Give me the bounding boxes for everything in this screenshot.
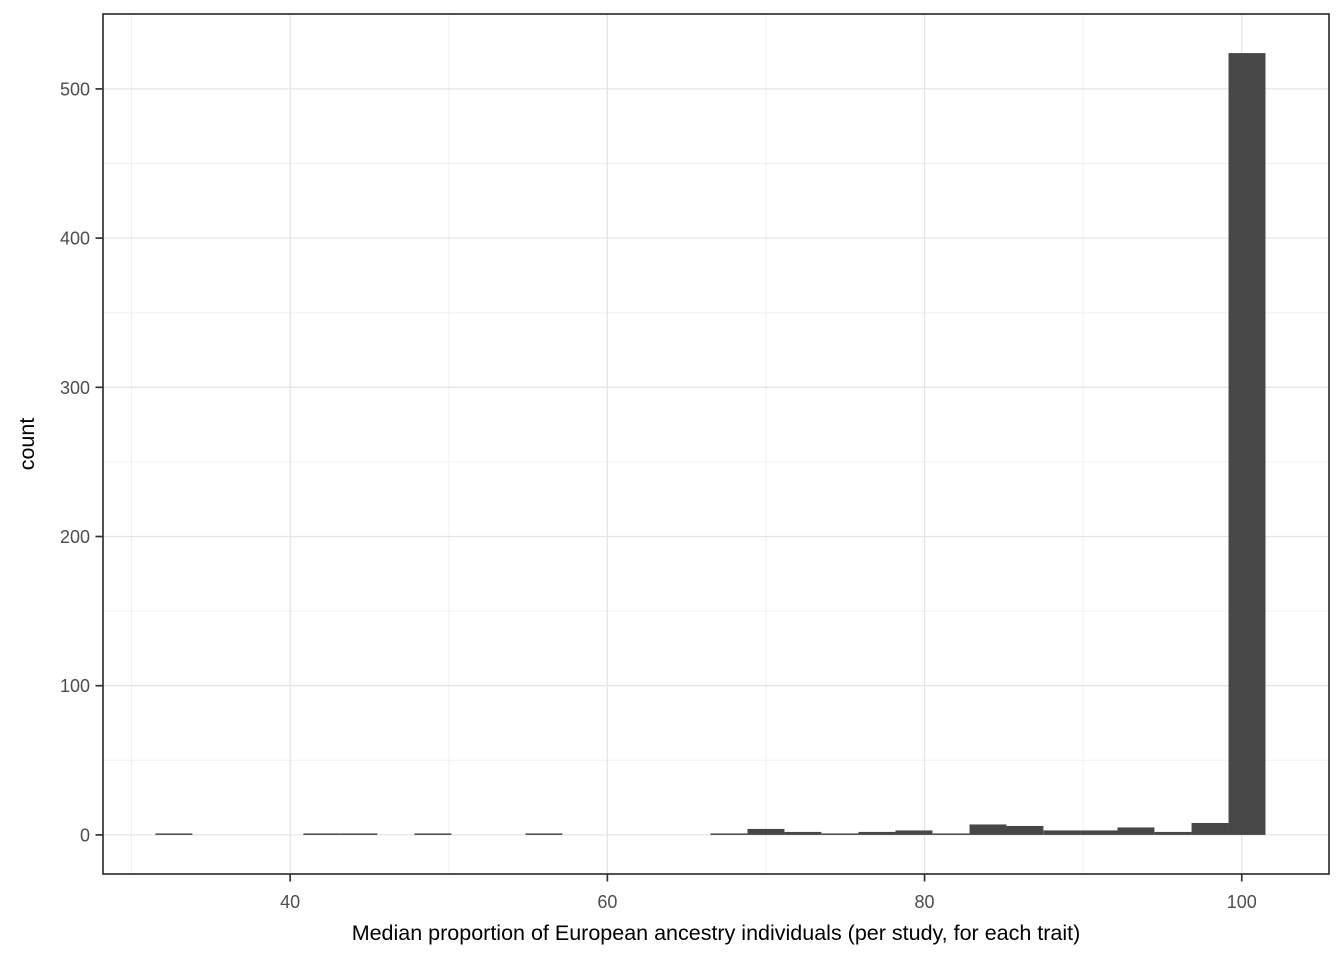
histogram-bar: [1043, 830, 1081, 835]
y-tick-label: 0: [80, 825, 90, 845]
histogram-bar: [895, 830, 933, 835]
minor-gridlines: [103, 13, 1329, 874]
histogram-bar: [969, 824, 1007, 835]
histogram-bar: [155, 833, 193, 835]
histogram-bar: [414, 833, 452, 835]
y-axis-title: count: [15, 418, 39, 471]
panel-border: [102, 13, 1330, 875]
histogram-bar: [525, 833, 563, 835]
major-gridlines: [103, 14, 1329, 874]
histogram-bar: [303, 833, 341, 835]
axis-tick-marks: [95, 88, 1243, 882]
histogram-bar: [1117, 827, 1155, 835]
histogram-bars: [155, 53, 1266, 835]
x-tick-label: 60: [597, 892, 617, 912]
axis-tick-labels: 40 60 80 100 0 100 200 300 400 500: [60, 79, 1257, 912]
y-tick-label: 500: [60, 79, 90, 99]
histogram-bar: [1228, 53, 1266, 835]
histogram-bar: [821, 833, 859, 835]
x-tick-label: 100: [1227, 892, 1257, 912]
histogram-bar: [1006, 825, 1044, 835]
y-tick-label: 200: [60, 527, 90, 547]
histogram-bar: [747, 828, 785, 835]
y-tick-label: 400: [60, 229, 90, 249]
histogram-bar: [340, 833, 378, 835]
histogram-bar: [932, 833, 970, 835]
histogram-bar: [1154, 831, 1192, 835]
histogram-bar: [1191, 822, 1229, 835]
x-axis-title: Median proportion of European ancestry i…: [352, 921, 1081, 945]
y-tick-label: 100: [60, 676, 90, 696]
x-tick-label: 80: [915, 892, 935, 912]
x-tick-label: 40: [280, 892, 300, 912]
y-tick-label: 300: [60, 378, 90, 398]
histogram-bar: [710, 833, 748, 835]
histogram-bar: [858, 831, 896, 835]
histogram-bar: [1080, 830, 1118, 835]
histogram-bar: [784, 831, 822, 835]
